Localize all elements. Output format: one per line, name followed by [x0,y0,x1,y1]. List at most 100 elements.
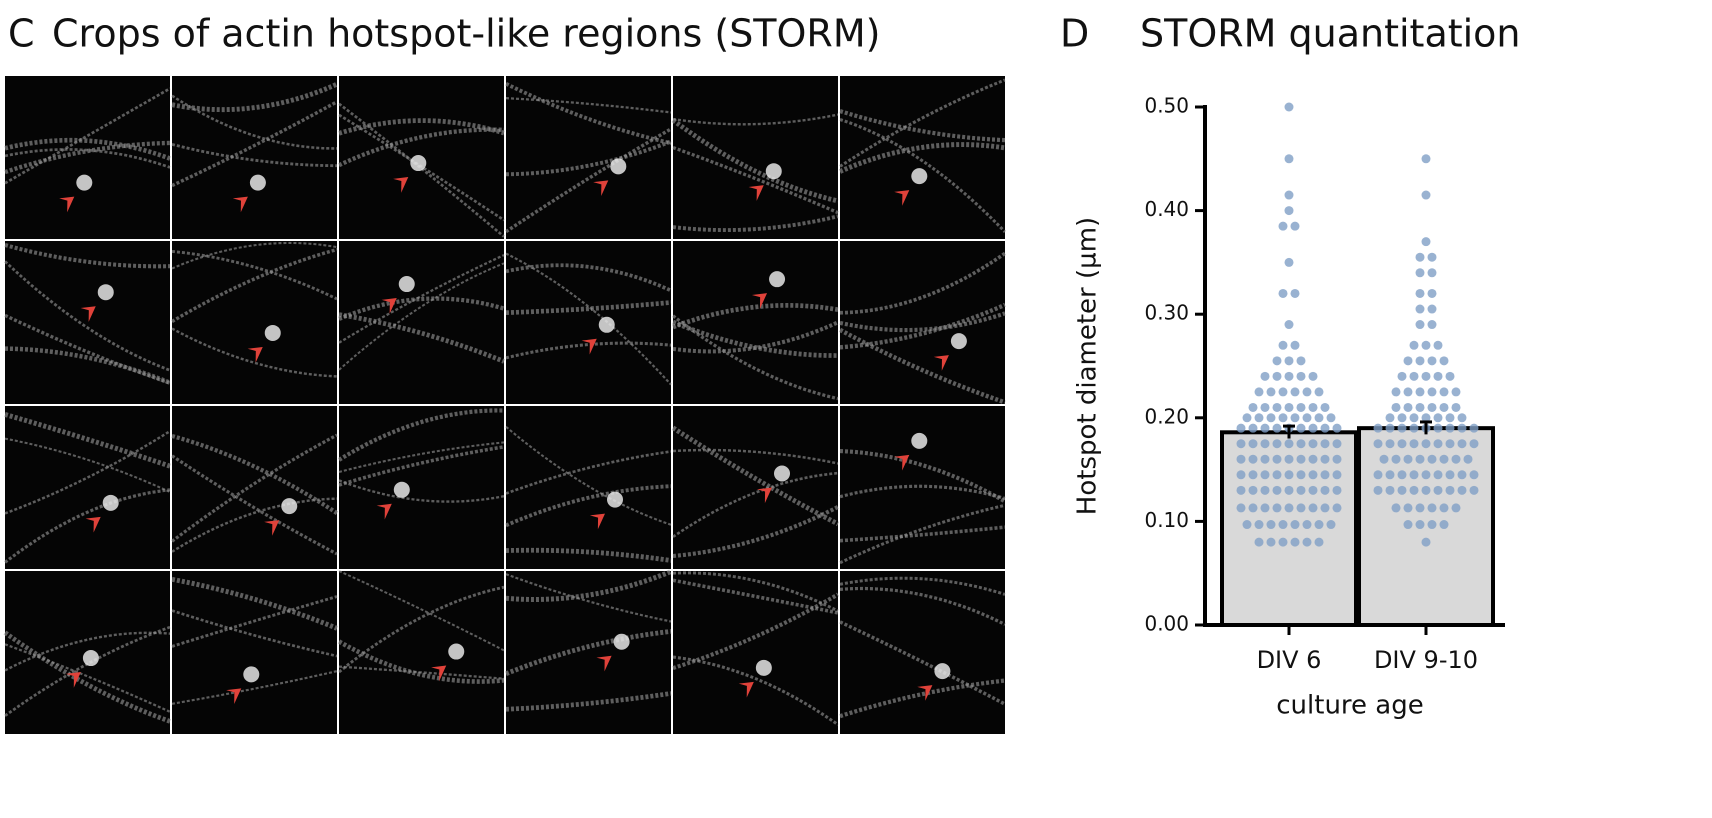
arrowhead [65,672,81,688]
data-point [1433,439,1443,449]
data-point [1260,454,1270,464]
fiber [505,629,672,677]
hotspot [774,465,790,482]
data-point [1284,257,1294,267]
data-point [1385,470,1395,480]
data-point [1469,485,1479,495]
fiber [505,691,672,712]
bar [1357,426,1495,627]
image-tile [673,76,838,239]
fiber [505,81,672,146]
panel-title: Crops of actin hotspot-like regions (STO… [52,12,880,56]
hotspot [607,491,623,508]
data-point [1320,454,1330,464]
data-point [1236,503,1246,513]
data-point [1469,439,1479,449]
fiber [838,327,1006,405]
arrowhead [264,520,280,536]
hotspot [97,284,114,301]
data-point [1385,413,1395,423]
fiber [171,497,338,553]
arrowhead [748,185,764,201]
data-point [1445,485,1455,495]
image-tile [506,406,671,569]
chart: 0.00 0.10 0.20 0.30 0.40 0.50 DIV 6 DIV 9-10 [1144,94,1505,674]
data-point [1254,537,1264,547]
arrowhead [917,685,933,701]
data-point [1284,154,1294,164]
hotspot [610,158,627,175]
fiber [4,437,171,493]
data-point [1248,439,1258,449]
image-tile [172,571,337,734]
data-point [1248,503,1258,513]
arrowhead [232,196,248,213]
data-point [1451,387,1461,397]
data-point [1409,340,1419,350]
x-tick-label: DIV 6 [1257,646,1322,674]
hotspot [249,174,266,191]
fiber [3,630,171,724]
data-point [1284,503,1294,513]
fiber [672,505,839,559]
y-axis-title: Hotspot diameter (µm) [1073,217,1103,515]
fiber [672,448,839,465]
fiber [171,142,338,168]
fiber [338,254,505,344]
data-point [1284,320,1294,330]
fiber [672,655,839,726]
data-point [1236,485,1246,495]
data-point [1248,454,1258,464]
fiber [171,327,338,378]
data-point [1415,288,1425,298]
data-point [1320,485,1330,495]
data-point [1308,371,1318,381]
data-point [1415,402,1425,412]
data-point [1415,356,1425,366]
data-point [1314,387,1324,397]
data-point [1415,252,1425,262]
data-point [1427,288,1437,298]
data-point [1284,371,1294,381]
scale-bar-label: 0.5 µm [942,766,991,782]
image-tile [840,571,1005,734]
data-point [1272,470,1282,480]
arrowhead [756,487,772,504]
fiber [338,585,505,674]
data-point [1427,252,1437,262]
fiber [4,488,171,564]
data-point [1302,520,1312,530]
fiber [4,140,171,175]
fiber [505,97,672,114]
data-point [1302,413,1312,423]
data-point [1290,413,1300,423]
data-point [1397,470,1407,480]
fiber [4,430,171,515]
data-point [1391,402,1401,412]
hotspot [410,155,427,172]
hotspot [769,271,786,288]
data-point [1427,503,1437,513]
data-point [1439,387,1449,397]
data-point [1332,439,1342,449]
data-point [1421,537,1431,547]
arrowhead [593,180,609,196]
data-point [1302,537,1312,547]
fiber [4,313,171,385]
data-point [1296,371,1306,381]
data-point [1272,454,1282,464]
data-point [1284,102,1294,112]
hotspot [613,633,630,650]
fiber [338,570,505,652]
fiber [505,300,672,316]
data-point [1373,439,1383,449]
data-point [1284,454,1294,464]
data-point [1421,485,1431,495]
arrowhead [581,338,597,355]
panel-letter: C [8,12,35,56]
data-point [1290,387,1300,397]
data-point [1308,402,1318,412]
data-point [1451,503,1461,513]
hotspot [911,432,928,449]
data-point [1427,402,1437,412]
